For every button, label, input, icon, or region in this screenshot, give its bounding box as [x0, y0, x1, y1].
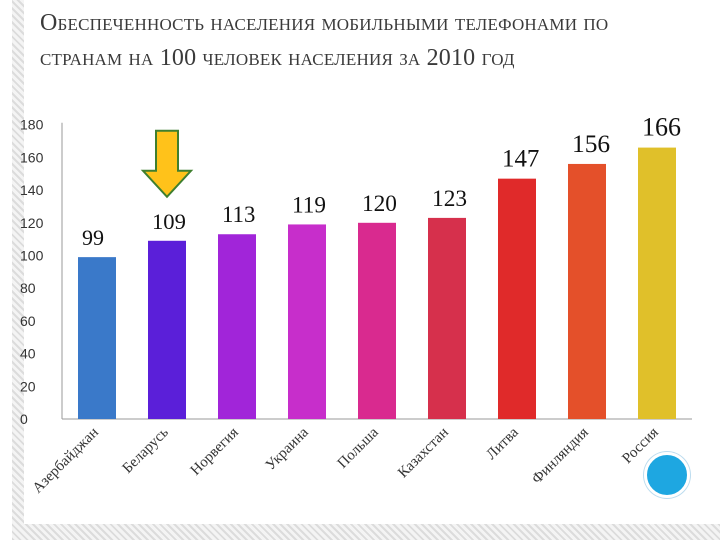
- data-label: 156: [572, 130, 610, 158]
- bar: [428, 217, 466, 419]
- page-title: Обеспеченность населения мобильными теле…: [40, 10, 609, 71]
- bar: [638, 147, 676, 419]
- bar: [498, 178, 536, 419]
- y-tick-label: 120: [20, 215, 44, 231]
- bar: [358, 222, 396, 419]
- x-tick-label: Азербайджан: [30, 425, 102, 497]
- x-tick-label: Финляндия: [529, 424, 592, 487]
- x-tick-label: Польша: [335, 424, 382, 471]
- y-tick-label: 160: [20, 149, 44, 165]
- bar: [288, 224, 326, 419]
- bar: [148, 240, 186, 419]
- y-tick-label: 180: [20, 117, 44, 133]
- y-tick-label: 60: [20, 313, 36, 329]
- bar: [218, 234, 256, 419]
- y-tick-label: 140: [20, 182, 44, 198]
- y-tick-label: 0: [20, 411, 28, 427]
- y-tick-label: 20: [20, 378, 36, 394]
- data-label: 123: [432, 186, 467, 212]
- data-label: 113: [222, 202, 255, 227]
- bar: [568, 163, 606, 419]
- bar: [78, 257, 116, 419]
- x-tick-label: Беларусь: [120, 424, 172, 476]
- x-tick-label: Литва: [483, 424, 522, 463]
- data-label: 119: [292, 192, 326, 218]
- x-tick-label: Норвегия: [188, 424, 242, 478]
- data-label: 109: [152, 209, 186, 234]
- highlight-arrow-icon: [140, 129, 194, 199]
- y-tick-label: 80: [20, 280, 36, 296]
- circle-badge-icon: [644, 452, 690, 498]
- x-tick-label: Казахстан: [395, 425, 452, 482]
- decorative-frame-left: [12, 0, 24, 540]
- y-tick-label: 40: [20, 346, 36, 362]
- x-tick-label: Украина: [263, 424, 312, 473]
- data-label: 120: [362, 191, 397, 217]
- data-label: 166: [642, 113, 681, 142]
- y-tick-label: 100: [20, 248, 44, 264]
- data-label: 147: [502, 146, 539, 173]
- decorative-frame-bottom: [12, 524, 720, 540]
- data-label: 99: [82, 225, 104, 250]
